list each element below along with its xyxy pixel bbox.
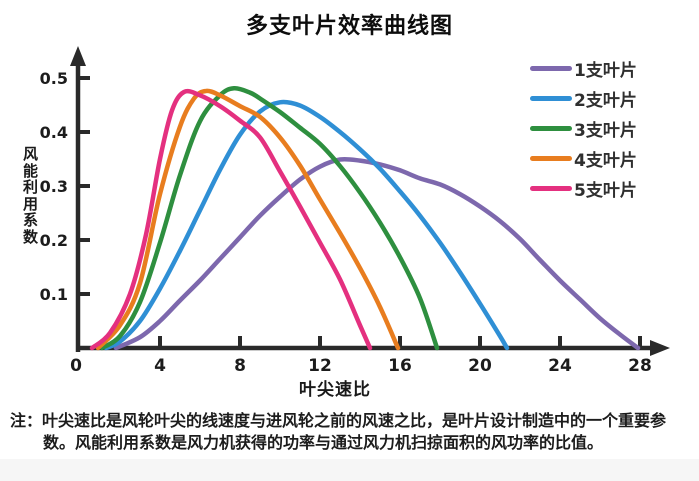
x-axis-arrow xyxy=(650,340,670,356)
curve-4-blades xyxy=(95,88,401,351)
x-axis-title: 叶尖速比 xyxy=(299,380,371,400)
legend-item-2-blades: 2支叶片 xyxy=(530,89,637,111)
legend: 1支叶片 2支叶片 3支叶片 4支叶片 5支叶片 xyxy=(530,59,637,209)
legend-swatch xyxy=(530,125,572,131)
y-axis-arrow xyxy=(70,46,86,66)
legend-label: 1支叶片 xyxy=(574,60,637,81)
y-tick-label: 0.3 xyxy=(40,177,68,196)
x-tick-label: 4 xyxy=(154,356,166,376)
x-tick-label: 16 xyxy=(388,356,412,376)
legend-label: 3支叶片 xyxy=(574,120,637,141)
legend-item-1-blades: 1支叶片 xyxy=(530,59,637,81)
curve-3-blades xyxy=(99,86,440,351)
curve-2-blades xyxy=(103,99,510,351)
note-line-1: 注：叶尖速比是风轮叶尖的线速度与进风轮之前的风速之比，是叶片设计制造中的一个重要… xyxy=(10,411,667,430)
y-tick-label: 0.5 xyxy=(40,69,68,88)
legend-swatch xyxy=(530,65,572,71)
legend-label: 5支叶片 xyxy=(574,180,637,201)
legend-swatch xyxy=(530,95,572,101)
x-tick-label: 12 xyxy=(308,356,332,376)
legend-item-3-blades: 3支叶片 xyxy=(530,119,637,141)
curve-1-blades xyxy=(113,156,641,351)
legend-label: 2支叶片 xyxy=(574,90,637,111)
x-tick-label: 24 xyxy=(548,356,572,376)
legend-item-4-blades: 4支叶片 xyxy=(530,149,637,171)
y-tick-label: 0.1 xyxy=(40,285,68,304)
y-tick-label: 0.2 xyxy=(40,231,68,250)
x-tick-label: 20 xyxy=(468,356,492,376)
legend-item-5-blades: 5支叶片 xyxy=(530,179,637,201)
y-tick-label: 0.4 xyxy=(40,123,68,142)
chart-note: 注：叶尖速比是风轮叶尖的线速度与进风轮之前的风速之比，是叶片设计制造中的一个重要… xyxy=(10,410,692,454)
x-tick-label: 0 xyxy=(70,356,82,376)
bottom-strip xyxy=(0,459,699,481)
plot-area: 0.1 0.2 0.3 0.4 0.5 0 4 8 12 16 20 24 28 xyxy=(40,46,670,376)
legend-swatch xyxy=(530,155,572,161)
x-tick-label: 8 xyxy=(234,356,246,376)
legend-label: 4支叶片 xyxy=(574,150,637,171)
legend-swatch xyxy=(530,185,572,191)
note-line-2: 数。风能利用系数是风力机获得的功率与通过风力机扫掠面积的风功率的比值。 xyxy=(43,433,604,452)
x-tick-label: 28 xyxy=(628,356,652,376)
y-axis-title: 风能利用系数 xyxy=(22,145,38,246)
chart-title: 多支叶片效率曲线图 xyxy=(245,14,453,39)
curve-5-blades xyxy=(89,88,373,351)
